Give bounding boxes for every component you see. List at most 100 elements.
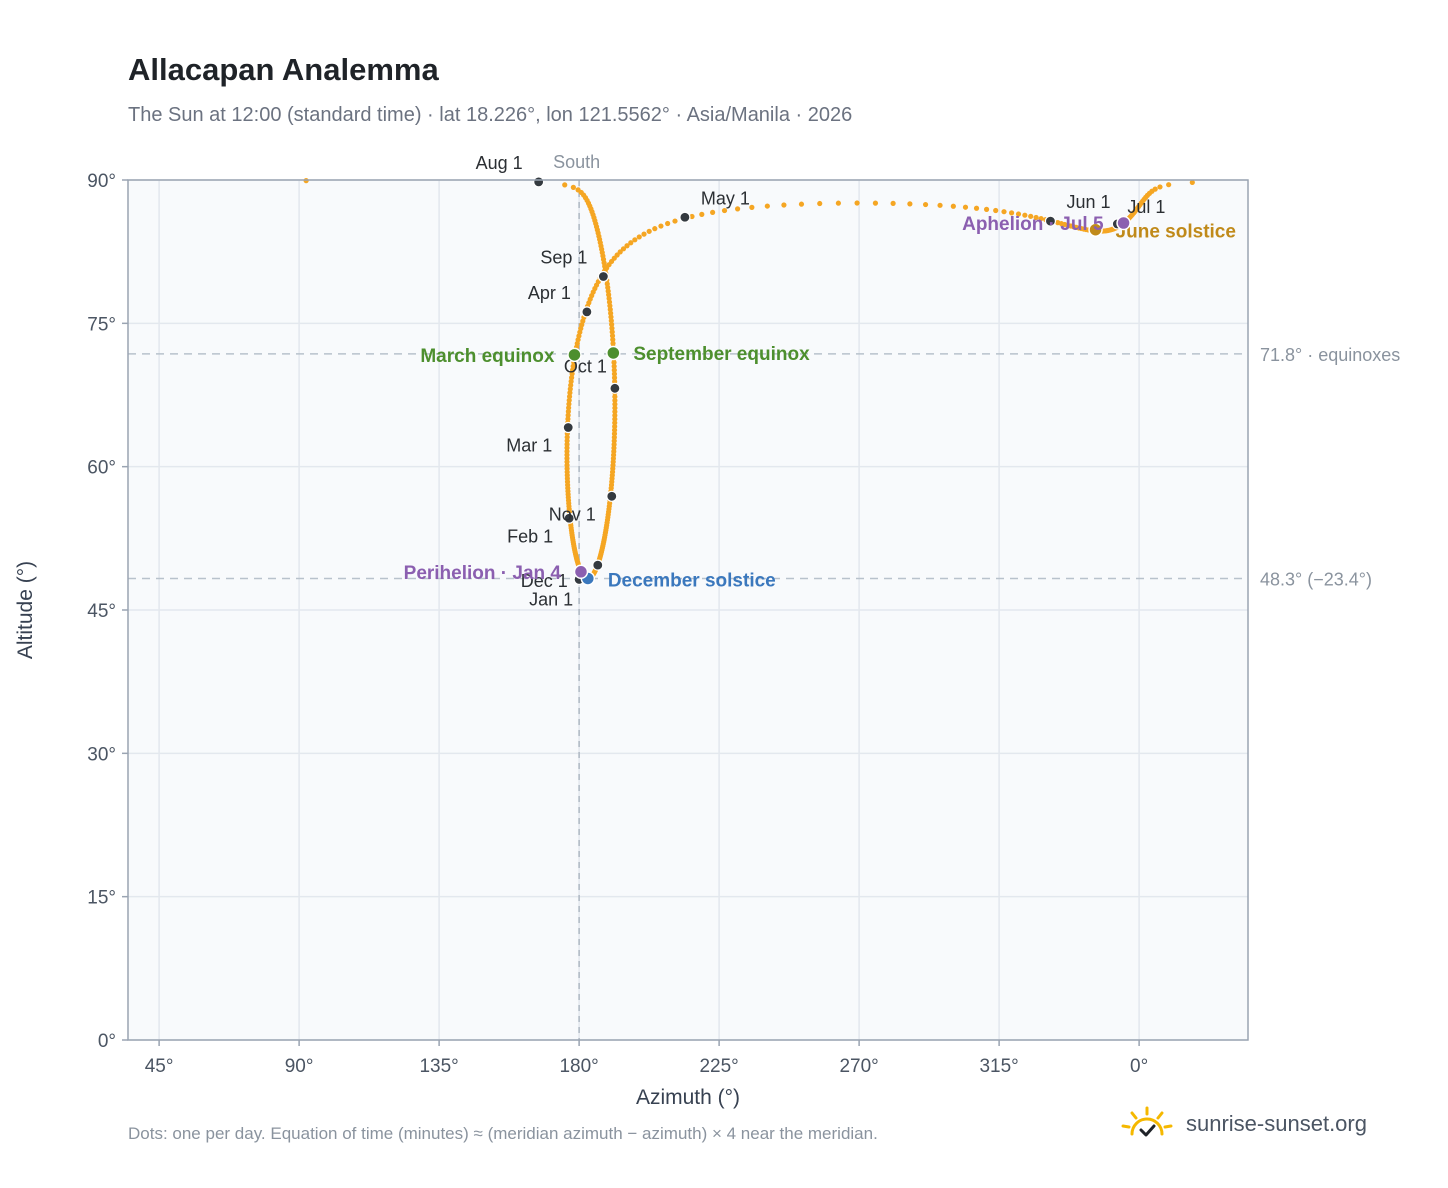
month-marker: [679, 211, 691, 223]
month-marker-label: May 1: [701, 188, 750, 208]
y-tick-label: 45°: [87, 601, 116, 622]
daily-sun-dot: [641, 231, 647, 237]
daily-sun-dot: [1008, 210, 1015, 216]
sun-check-icon: [1121, 1106, 1173, 1137]
month-marker: [592, 559, 604, 571]
daily-sun-dot: [872, 200, 879, 206]
daily-sun-dot: [612, 416, 618, 422]
daily-sun-dot: [568, 378, 574, 385]
daily-sun-dot: [1015, 211, 1022, 217]
daily-sun-dot: [628, 240, 634, 246]
daily-sun-dot: [1028, 213, 1034, 219]
month-marker: [609, 382, 621, 394]
x-tick-label: 45°: [145, 1056, 174, 1077]
daily-sun-dot: [567, 386, 573, 392]
daily-sun-dot: [612, 401, 618, 407]
x-tick-label: 315°: [979, 1056, 1018, 1077]
daily-sun-dot: [993, 207, 999, 214]
event-marker: [573, 564, 589, 580]
daily-sun-dot: [568, 382, 574, 388]
daily-sun-dot: [608, 318, 614, 324]
daily-sun-dot: [612, 409, 618, 415]
daily-sun-dot: [612, 394, 618, 400]
y-tick-label: 60°: [87, 458, 116, 479]
daily-sun-dot: [612, 420, 618, 426]
event-label: June solstice: [1116, 222, 1236, 243]
daily-sun-dot: [1166, 182, 1172, 188]
event-label: December solstice: [608, 570, 776, 591]
daily-sun-dot: [620, 246, 627, 252]
month-marker-label: Feb 1: [507, 526, 553, 546]
daily-sun-dot: [569, 375, 575, 381]
event-marker: [1088, 222, 1103, 237]
meridian-label: South: [553, 152, 600, 172]
x-tick-label: 90°: [285, 1056, 314, 1077]
footnote: Dots: one per day. Equation of time (min…: [128, 1124, 878, 1143]
daily-sun-dot: [609, 329, 615, 335]
daily-sun-dot: [1038, 215, 1044, 222]
daily-sun-dot: [646, 228, 652, 234]
daily-sun-dot: [652, 226, 658, 232]
daily-sun-dot: [854, 200, 860, 206]
daily-sun-dot: [624, 243, 630, 249]
event-label: Aphelion · Jul 5: [962, 214, 1104, 235]
daily-sun-dot: [764, 203, 770, 209]
event-marker: [1116, 215, 1131, 231]
x-axis-label: Azimuth (°): [636, 1086, 740, 1109]
daily-sun-dot: [781, 202, 787, 208]
y-tick-label: 15°: [87, 888, 116, 909]
daily-sun-dot: [710, 209, 716, 216]
daily-sun-dot: [1033, 214, 1039, 221]
y-axis-ticks: 0° 15° 30° 45° 60° 75° 90°: [87, 171, 128, 1052]
daily-sun-dot: [907, 201, 913, 207]
page-title: Allacapan Analemma: [128, 52, 439, 87]
month-marker-label: Jan 1: [529, 589, 573, 609]
event-label: Perihelion · Jan 4: [404, 563, 562, 584]
month-marker-label: Apr 1: [528, 283, 571, 303]
brand[interactable]: sunrise-sunset.org: [1118, 1102, 1367, 1146]
daily-sun-dot: [1157, 184, 1163, 190]
daily-sun-dot: [567, 390, 573, 396]
daily-sun-dot: [636, 234, 642, 240]
daily-sun-dot: [937, 202, 943, 208]
month-marker-label: Dec 1: [521, 571, 568, 591]
daily-sun-dot: [569, 371, 575, 377]
month-marker: [562, 421, 574, 434]
daily-sun-dot: [566, 397, 572, 403]
daily-sun-dot: [973, 205, 980, 211]
x-tick-label: 270°: [839, 1056, 878, 1077]
daily-sun-dot: [734, 206, 741, 212]
daily-sun-dot: [699, 211, 705, 217]
daily-sun-dot: [817, 200, 823, 207]
daily-sun-dot: [890, 200, 896, 207]
x-tick-label: 135°: [419, 1056, 458, 1077]
daily-sun-dot: [570, 367, 576, 373]
daily-sun-dot: [612, 423, 618, 430]
daily-sun-dot: [721, 207, 728, 214]
daily-sun-dot: [566, 393, 573, 400]
daily-sun-dot: [562, 182, 568, 188]
month-marker: [597, 270, 609, 283]
daily-sun-dot: [612, 405, 618, 411]
daily-sun-dot: [611, 375, 618, 381]
daily-sun-dot: [611, 363, 617, 369]
daily-sun-dot: [1022, 212, 1028, 218]
event-label: March equinox: [420, 346, 555, 367]
daily-sun-dot: [1189, 179, 1195, 186]
brand-name: sunrise-sunset.org: [1186, 1111, 1367, 1136]
page-subtitle: The Sun at 12:00 (standard time) · lat 1…: [128, 104, 853, 126]
daily-sun-dot: [566, 401, 572, 407]
y-tick-label: 0°: [98, 1031, 116, 1052]
y-tick-label: 90°: [87, 171, 116, 192]
daily-sun-dot: [565, 416, 571, 422]
month-marker-label: Nov 1: [549, 504, 596, 524]
daily-sun-dot: [565, 412, 571, 418]
month-marker: [581, 306, 593, 318]
daily-sun-dot: [612, 412, 618, 419]
daily-sun-dot: [658, 223, 664, 229]
daily-sun-dot: [570, 184, 576, 190]
daily-sun-dot: [632, 237, 638, 243]
month-markers: Jan 1 Feb 1 Mar 1 Apr 1 May 1 Jun 1 Jul 1 Aug 1…: [476, 153, 1166, 610]
x-tick-label: 180°: [559, 1056, 598, 1077]
event-marker: [606, 345, 621, 361]
